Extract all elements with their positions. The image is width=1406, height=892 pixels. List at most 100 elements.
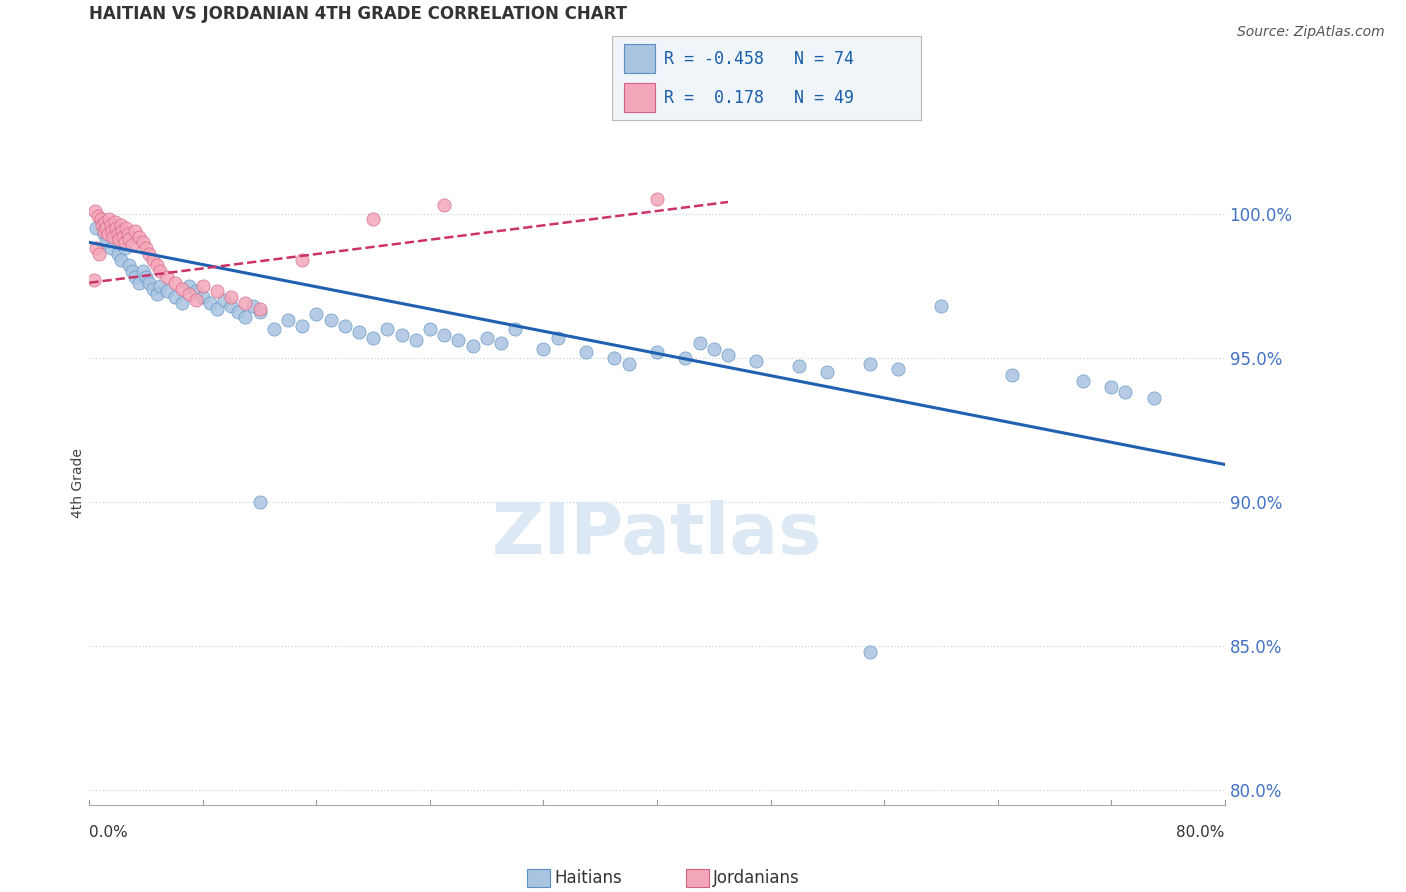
Point xyxy=(405,334,427,348)
Point xyxy=(149,278,172,293)
Point xyxy=(191,290,214,304)
Point xyxy=(815,365,838,379)
Point xyxy=(689,336,711,351)
Point xyxy=(118,259,141,273)
Point xyxy=(156,285,179,299)
Point xyxy=(249,495,271,509)
Point xyxy=(212,293,235,307)
Point xyxy=(107,247,129,261)
Point xyxy=(135,270,157,285)
Point xyxy=(859,357,882,371)
Point xyxy=(228,304,250,318)
Point xyxy=(717,348,740,362)
Point xyxy=(105,221,128,235)
Point xyxy=(191,278,214,293)
Point xyxy=(89,247,111,261)
Point xyxy=(117,227,139,241)
Point xyxy=(489,336,512,351)
Point xyxy=(219,290,242,304)
Point xyxy=(645,345,668,359)
Point xyxy=(177,287,200,301)
Point xyxy=(235,296,257,310)
Point xyxy=(645,192,668,206)
Point xyxy=(347,325,370,339)
Point xyxy=(419,322,441,336)
Point xyxy=(533,342,555,356)
Point xyxy=(146,287,169,301)
Point xyxy=(132,264,155,278)
Point xyxy=(177,278,200,293)
Point xyxy=(114,241,136,255)
Point xyxy=(104,229,127,244)
Point xyxy=(205,285,228,299)
Point xyxy=(86,241,108,255)
Text: Haitians: Haitians xyxy=(554,869,621,887)
Point xyxy=(103,229,125,244)
Point xyxy=(100,241,122,255)
Point xyxy=(929,299,952,313)
Point xyxy=(319,313,342,327)
Point xyxy=(1143,391,1166,405)
Point xyxy=(138,247,160,261)
Point xyxy=(787,359,810,374)
Point xyxy=(361,330,384,344)
Point xyxy=(575,345,598,359)
Point xyxy=(475,330,498,344)
Point xyxy=(291,318,314,333)
Point xyxy=(291,252,314,267)
Point xyxy=(90,212,112,227)
Point xyxy=(887,362,910,376)
Point xyxy=(170,281,193,295)
Point xyxy=(205,301,228,316)
Point xyxy=(305,308,328,322)
Point xyxy=(110,218,132,232)
Point xyxy=(91,218,114,232)
Point xyxy=(377,322,399,336)
Point xyxy=(859,645,882,659)
Y-axis label: 4th Grade: 4th Grade xyxy=(72,449,86,518)
Point xyxy=(112,229,135,244)
Point xyxy=(503,322,526,336)
Point xyxy=(121,238,143,252)
Point xyxy=(128,276,150,290)
Point xyxy=(93,227,115,241)
Point xyxy=(198,296,221,310)
Point xyxy=(83,273,105,287)
Point xyxy=(433,198,456,212)
Point xyxy=(108,232,131,246)
Point xyxy=(86,221,108,235)
Point xyxy=(447,334,470,348)
Point xyxy=(124,224,146,238)
Point xyxy=(115,221,138,235)
Point xyxy=(98,212,121,227)
Point xyxy=(361,212,384,227)
Point xyxy=(242,299,264,313)
Point xyxy=(1001,368,1024,382)
Text: HAITIAN VS JORDANIAN 4TH GRADE CORRELATION CHART: HAITIAN VS JORDANIAN 4TH GRADE CORRELATI… xyxy=(90,5,627,23)
Point xyxy=(118,232,141,246)
Point xyxy=(149,264,172,278)
Point xyxy=(235,310,257,325)
Point xyxy=(156,270,179,285)
Point xyxy=(87,210,110,224)
Point xyxy=(107,227,129,241)
Text: 0.0%: 0.0% xyxy=(90,825,128,840)
Point xyxy=(146,259,169,273)
Point xyxy=(84,203,107,218)
Point xyxy=(673,351,696,365)
Text: Jordanians: Jordanians xyxy=(713,869,800,887)
Point xyxy=(433,327,456,342)
Point xyxy=(184,285,207,299)
Point xyxy=(101,224,124,238)
Point xyxy=(96,221,118,235)
Point xyxy=(163,290,186,304)
Point xyxy=(547,330,569,344)
Point xyxy=(111,224,134,238)
Point xyxy=(142,252,165,267)
Point xyxy=(93,224,115,238)
Point xyxy=(263,322,285,336)
Point xyxy=(90,212,112,227)
Point xyxy=(96,235,118,250)
Point xyxy=(135,241,157,255)
Point xyxy=(745,353,768,368)
